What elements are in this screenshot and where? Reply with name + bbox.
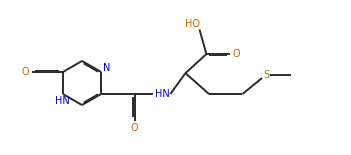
Text: HO: HO [185, 19, 200, 29]
Text: N: N [103, 63, 110, 73]
Text: O: O [21, 67, 29, 77]
Text: HN: HN [154, 89, 169, 99]
Text: O: O [131, 123, 138, 133]
Text: S: S [263, 70, 269, 80]
Text: HN: HN [54, 95, 69, 106]
Text: O: O [233, 49, 240, 59]
